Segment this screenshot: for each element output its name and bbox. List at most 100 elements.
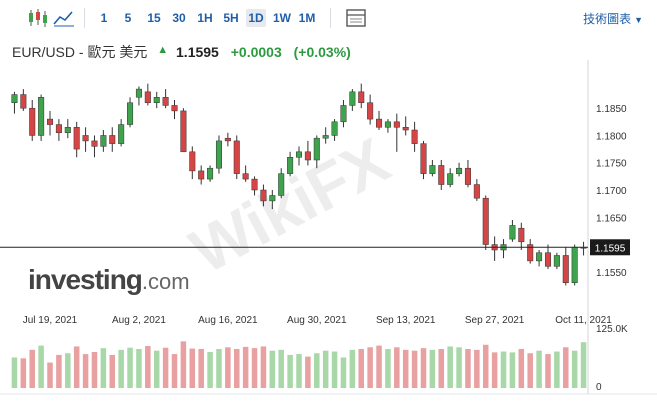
volume-bar (322, 350, 329, 388)
volume-bar (91, 351, 98, 388)
candle-body (82, 135, 89, 142)
candle-body (180, 110, 187, 153)
volume-bar (527, 353, 533, 388)
logo-domain: .com (141, 269, 190, 294)
volume-bar (189, 348, 196, 388)
volume-bar (545, 354, 551, 388)
volume-bar (216, 348, 222, 388)
toolbar-divider (330, 8, 331, 28)
volume-bar (367, 347, 373, 388)
y-tick-label: 1.1750 (596, 159, 627, 170)
volume-bar (465, 348, 471, 388)
y-tick-label: 1.1850 (596, 104, 627, 115)
candle-body (384, 121, 391, 128)
volume-bar (162, 347, 169, 388)
volume-bar (109, 354, 116, 388)
candle-body (162, 97, 169, 106)
volume-bar (385, 348, 391, 388)
candle-body (64, 127, 71, 133)
interval-button-5h[interactable]: 5H (223, 11, 239, 25)
candle-body (135, 88, 142, 98)
last-price-tag (590, 239, 630, 256)
candle-body (536, 252, 543, 262)
volume-bar (127, 347, 133, 388)
interval-button-5[interactable]: 5 (124, 11, 132, 25)
volume-bar (518, 348, 525, 388)
y-tick-label: 1.1700 (596, 186, 627, 197)
candle-body (11, 94, 18, 103)
candle-body (269, 195, 276, 202)
candle-body (482, 197, 489, 245)
volume-bar (207, 351, 213, 388)
candle-body (295, 151, 303, 158)
volume-bar (20, 358, 27, 388)
volume-bar (580, 342, 587, 388)
interval-button-15[interactable]: 15 (147, 11, 161, 25)
interval-button-1h[interactable]: 1H (197, 11, 213, 25)
interval-button-1d[interactable]: 1D (246, 9, 266, 27)
volume-bar (56, 354, 62, 388)
candle-body (144, 91, 151, 103)
volume-bar (331, 351, 338, 388)
candle-body (171, 105, 178, 112)
volume-bar (180, 341, 187, 388)
volume-bar (260, 346, 267, 388)
candle-body (438, 165, 445, 185)
volume-bar (233, 348, 240, 388)
volume-bar (349, 349, 356, 388)
interval-button-1w[interactable]: 1W (273, 11, 291, 25)
table-icon[interactable] (344, 7, 368, 29)
volume-bar (447, 346, 453, 388)
candle-body (207, 167, 214, 180)
volume-bar (394, 347, 400, 388)
candle-body (456, 167, 463, 174)
volume-bar (411, 350, 418, 388)
interval-button-1[interactable]: 1 (100, 11, 108, 25)
candle-body (260, 189, 267, 202)
candle-body (127, 102, 134, 125)
candle-body (91, 140, 98, 147)
interval-button-30[interactable]: 30 (172, 11, 186, 25)
y-tick-label: 1.1650 (596, 213, 627, 224)
candle-body (367, 102, 374, 120)
volume-bar (482, 344, 489, 388)
volume-bar (420, 348, 427, 388)
chart-toolbar: 1 5 15 30 1H 5H 1D 1W 1M 技術圖表 ▼ (0, 0, 657, 36)
candle-body (322, 135, 329, 139)
candle-body (518, 227, 525, 243)
volume-bar (358, 348, 365, 388)
volume-bar (456, 347, 462, 388)
candle-body (447, 173, 454, 185)
candle-body (313, 137, 320, 161)
candlestick-icon[interactable] (26, 7, 50, 29)
candle-body (100, 135, 107, 147)
volume-bar (554, 351, 560, 388)
last-price: 1.1595 (176, 44, 219, 60)
volume-bar (82, 354, 89, 388)
candle-body (242, 173, 249, 180)
volume-bar (296, 354, 302, 388)
volume-bar (287, 354, 293, 388)
interval-button-1m[interactable]: 1M (298, 11, 316, 25)
candle-body (402, 127, 409, 131)
volume-bar (269, 350, 276, 388)
candle-body (215, 140, 222, 169)
candle-body (411, 129, 418, 144)
volume-bar (278, 349, 284, 388)
candle-body (224, 137, 231, 142)
x-tick-label: Sep 13, 2021 (376, 315, 436, 326)
volume-bar (563, 347, 569, 388)
y-tick-label: 1.1800 (596, 131, 627, 142)
price-change: +0.0003 (230, 44, 282, 60)
volume-bar (136, 348, 142, 388)
volume-bar (65, 353, 71, 388)
candle-body (358, 91, 365, 103)
volume-bar (402, 349, 409, 388)
candle-body (340, 105, 347, 123)
candle-body (376, 118, 383, 128)
volume-bar (571, 350, 578, 388)
candle-body (109, 135, 116, 144)
technical-chart-dropdown[interactable]: 技術圖表 ▼ (583, 10, 643, 27)
line-chart-icon[interactable] (52, 7, 76, 29)
